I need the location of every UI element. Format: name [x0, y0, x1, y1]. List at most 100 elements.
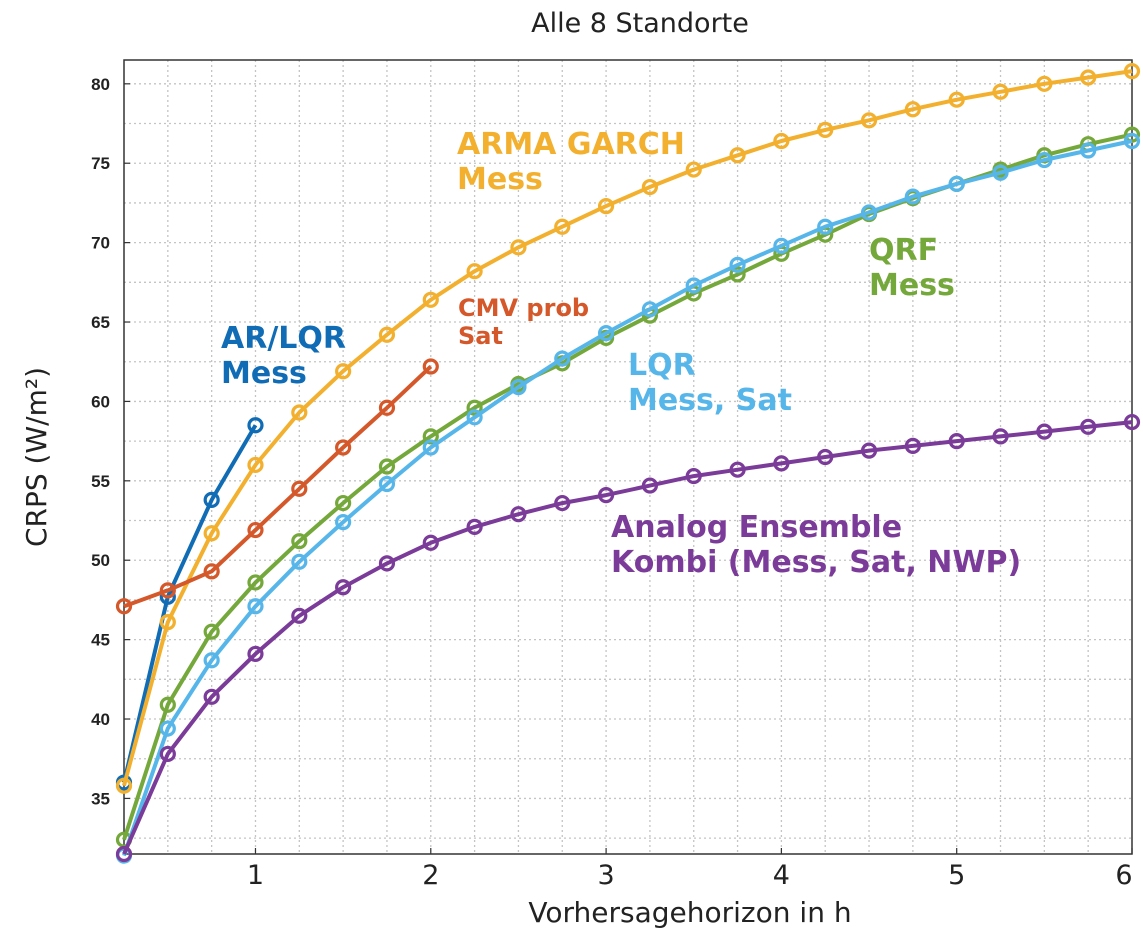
data-point [203, 525, 220, 542]
data-point [378, 555, 396, 572]
y-axis-label: CRPS (W/m²) [20, 367, 53, 547]
data-point [860, 204, 878, 221]
data-point [203, 652, 220, 669]
series-annotation: Mess, Sat [628, 383, 792, 418]
data-point [510, 506, 527, 523]
series-path [122, 139, 1133, 857]
data-point [247, 598, 264, 615]
data-point [817, 448, 834, 466]
data-point [466, 518, 483, 535]
data-point [860, 442, 878, 459]
series-annotation: Mess [221, 356, 307, 391]
data-point [1036, 423, 1053, 440]
series-line [115, 358, 439, 615]
data-point [466, 263, 483, 280]
series-annotation: AR/LQR [221, 321, 346, 356]
y-tick-label: 65 [91, 313, 110, 332]
data-point [948, 175, 965, 192]
data-point [335, 439, 352, 456]
data-point [378, 399, 396, 416]
data-point [115, 598, 133, 615]
y-tick-label: 45 [91, 631, 110, 650]
series-line [115, 413, 1141, 863]
data-point [510, 239, 527, 256]
data-point [904, 437, 921, 454]
data-point [247, 417, 264, 434]
series-annotation: ARMA GARCH [457, 127, 685, 162]
y-tick-label: 35 [91, 789, 110, 808]
series-annotation: QRF [869, 233, 938, 268]
data-point [510, 379, 527, 396]
data-point [422, 439, 439, 456]
data-point [948, 91, 965, 108]
data-point [291, 533, 308, 550]
series-annotation: Mess [457, 162, 543, 197]
data-point [159, 745, 176, 763]
y-tick-label: 55 [91, 472, 110, 491]
data-point [597, 197, 615, 215]
data-point [335, 363, 352, 380]
data-point [466, 399, 483, 416]
data-point [992, 164, 1009, 181]
data-point [291, 480, 308, 497]
data-point [860, 112, 878, 129]
data-point [729, 256, 746, 273]
data-point [554, 494, 571, 512]
x-tick-label: 3 [597, 860, 614, 891]
data-point [203, 563, 220, 580]
data-point [159, 614, 176, 631]
data-point [247, 645, 264, 663]
data-point [247, 456, 264, 474]
data-point [335, 494, 352, 512]
data-point [597, 487, 615, 504]
data-point [1036, 75, 1053, 92]
data-point [685, 277, 702, 294]
data-point [1080, 418, 1097, 435]
data-point [1080, 69, 1097, 86]
chart-title: Alle 8 Standorte [531, 8, 749, 39]
data-point [729, 147, 746, 164]
data-point [729, 461, 746, 478]
data-point [422, 291, 439, 308]
data-point [291, 607, 308, 624]
series-line [115, 63, 1141, 794]
data-point [992, 83, 1009, 100]
data-point [1123, 413, 1141, 431]
data-point [422, 358, 439, 375]
data-point [247, 521, 264, 539]
data-point [203, 491, 220, 508]
data-point [422, 534, 439, 551]
data-point [159, 696, 176, 713]
series-path [122, 132, 1133, 841]
y-tick-label: 70 [91, 234, 110, 253]
data-point [948, 433, 965, 450]
data-point [1123, 132, 1141, 150]
data-point [159, 582, 176, 599]
x-tick-labels: 1 2 3 4 5 6 [247, 848, 1133, 891]
y-tick-label: 80 [91, 75, 110, 94]
data-point [773, 237, 790, 254]
data-point [685, 467, 702, 485]
series-annotation: Sat [458, 322, 503, 350]
series-path [122, 420, 1133, 855]
data-point [247, 574, 264, 591]
data-point [1036, 151, 1053, 169]
data-point [203, 688, 220, 705]
data-point [904, 101, 921, 118]
series-annotation: LQR [628, 348, 696, 383]
data-point [291, 404, 308, 421]
x-tick-label: 4 [773, 860, 790, 891]
data-point [1123, 63, 1141, 80]
series-annotation: CMV prob [458, 294, 589, 322]
x-tick-label: 1 [247, 860, 264, 891]
data-point [685, 161, 702, 178]
series-annotation: Analog Ensemble [611, 510, 902, 545]
y-tick-labels: 35 40 45 50 55 60 65 70 75 80 [91, 75, 130, 808]
x-tick-label: 6 [1115, 860, 1132, 891]
data-point [641, 301, 659, 318]
data-point [554, 350, 571, 367]
x-axis-label: Vorhersagehorizon in h [528, 896, 851, 929]
series-path [122, 424, 258, 783]
